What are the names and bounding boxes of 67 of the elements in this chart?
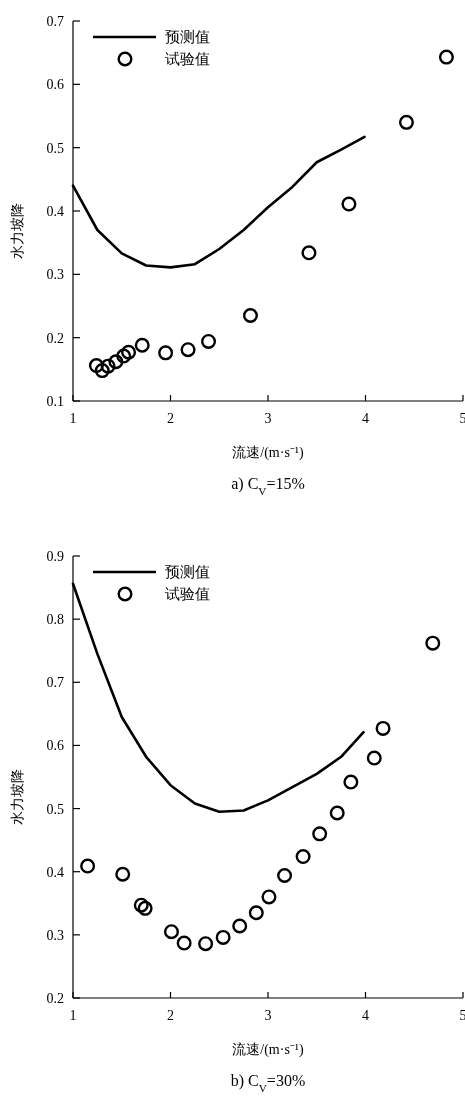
point: [133, 897, 149, 913]
point: [295, 849, 311, 865]
x-tick-label: 3: [264, 1008, 272, 1023]
point: [198, 936, 214, 952]
point: [116, 348, 132, 364]
point: [343, 774, 359, 790]
point: [80, 858, 96, 874]
point: [329, 805, 345, 821]
y-tick-label: 0.6: [46, 77, 64, 93]
legend-label: 试验值: [165, 586, 210, 602]
x-tick-label: 4: [362, 411, 369, 426]
point: [261, 889, 277, 905]
y-tick-label: 0.7: [46, 675, 64, 691]
point: [232, 918, 248, 934]
legend-label: 试验值: [165, 51, 210, 67]
point: [121, 344, 137, 360]
x-tick-label: 3: [264, 411, 272, 426]
point: [248, 905, 264, 921]
y-tick-label: 0.6: [46, 738, 64, 754]
point: [134, 337, 150, 353]
y-tick-label: 0.4: [46, 864, 64, 880]
point: [301, 245, 317, 261]
y-tick-label: 0.2: [46, 991, 64, 1006]
x-tick-label: 1: [69, 411, 77, 426]
point: [341, 196, 357, 212]
y-tick-label: 0.4: [46, 204, 64, 219]
x-tick-label: 4: [362, 1008, 369, 1023]
y-axis-title: 水力坡降: [10, 203, 25, 259]
text: b) C$_{V}$=30%: [230, 1072, 306, 1094]
x-tick-label: 2: [167, 411, 174, 426]
point: [115, 866, 131, 882]
point: [366, 750, 382, 766]
point: [375, 720, 391, 736]
point: [438, 49, 454, 65]
point: [158, 345, 174, 361]
point: [398, 114, 414, 130]
x-axis-title: 流速/(m·s⁻¹): [232, 1042, 305, 1058]
y-axis-title: 水力坡降: [10, 769, 25, 825]
x-tick-label: 2: [167, 1008, 174, 1023]
y-tick-label: 0.2: [46, 330, 64, 346]
y-tick-label: 0.3: [46, 267, 64, 283]
y-tick-label: 0.7: [46, 14, 64, 29]
point: [180, 342, 196, 358]
point: [100, 358, 116, 374]
point: [242, 308, 258, 323]
point: [425, 635, 441, 651]
point: [163, 924, 179, 940]
y-tick-label: 0.5: [46, 140, 64, 156]
legend-label: 预测值: [165, 29, 210, 45]
point: [108, 354, 124, 370]
y-tick-label: 0.1: [46, 394, 64, 409]
point: [176, 935, 192, 951]
x-axis-title: 流速/(m·s⁻¹): [232, 445, 305, 461]
point: [277, 868, 293, 883]
y-tick-label: 0.8: [46, 612, 64, 628]
y-tick-label: 0.3: [46, 927, 64, 943]
legend-label: 预测值: [165, 564, 210, 580]
point: [88, 358, 104, 374]
point: [215, 929, 231, 945]
y-tick-label: 0.9: [46, 549, 64, 564]
text: a) C$_{V}$=15%: [231, 475, 305, 497]
point: [94, 363, 110, 379]
point: [137, 900, 153, 916]
point: [201, 333, 217, 349]
x-tick-label: 1: [69, 1008, 77, 1023]
y-tick-label: 0.5: [46, 801, 64, 817]
point: [312, 826, 328, 842]
